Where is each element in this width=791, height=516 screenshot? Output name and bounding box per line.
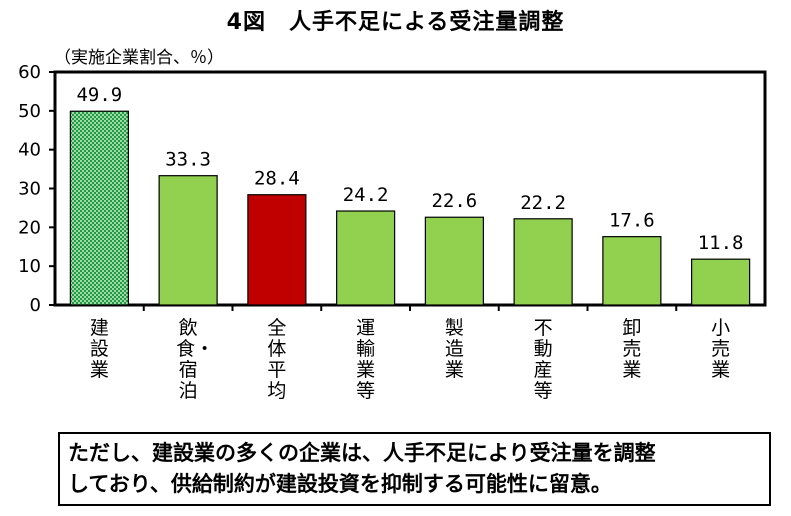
category-label: 不動産等 (533, 317, 553, 402)
bar (424, 216, 484, 306)
y-tick-label: 20 (18, 217, 41, 238)
category-label: 飲食・宿泊 (176, 317, 215, 402)
y-tick-label: 50 (18, 101, 41, 122)
bar (513, 218, 573, 306)
bar-value-label: 28.4 (254, 168, 300, 190)
bar (69, 110, 129, 306)
category-label: 運輸業等 (356, 317, 376, 402)
category-label: 卸売業 (622, 317, 642, 381)
bar-chart: 0 10 20 30 40 50 60 49.9 33.3 28.4 24.2 22.6 22.2 17.… (18, 62, 767, 316)
bar (247, 194, 307, 306)
bar (691, 258, 751, 306)
note-box: ただし、建設業の多くの企業は、人手不足により受注量を調整 しており、供給制約が建… (58, 432, 771, 506)
bar (158, 175, 218, 306)
y-tick-label: 30 (18, 179, 41, 200)
y-tick-label: 0 (30, 295, 41, 316)
category-label: 製造業 (444, 317, 464, 381)
bar (602, 236, 662, 306)
bar-value-label: 11.8 (698, 232, 744, 254)
y-tick-label: 60 (18, 62, 41, 83)
y-tick-label: 40 (18, 140, 41, 161)
bar-value-label: 17.6 (609, 210, 655, 232)
category-label: 建設業 (89, 317, 109, 381)
bar-value-label: 22.6 (431, 190, 477, 212)
category-label: 全体平均 (267, 317, 287, 402)
note-line-1: ただし、建設業の多くの企業は、人手不足により受注量を調整 (68, 441, 656, 465)
bar (336, 210, 396, 306)
bar-value-label: 33.3 (165, 149, 211, 171)
category-label: 小売業 (711, 317, 731, 381)
bar-value-label: 22.2 (520, 192, 566, 214)
chart-title: 4図 人手不足による受注量調整 (226, 10, 565, 35)
y-tick-label: 10 (18, 256, 41, 277)
bar-value-label: 49.9 (76, 84, 122, 106)
bar-value-label: 24.2 (343, 184, 389, 206)
y-unit-label: （実施企業割合、％） (54, 48, 224, 68)
note-line-2: しており、供給制約が建設投資を抑制する可能性に留意。 (68, 472, 612, 496)
